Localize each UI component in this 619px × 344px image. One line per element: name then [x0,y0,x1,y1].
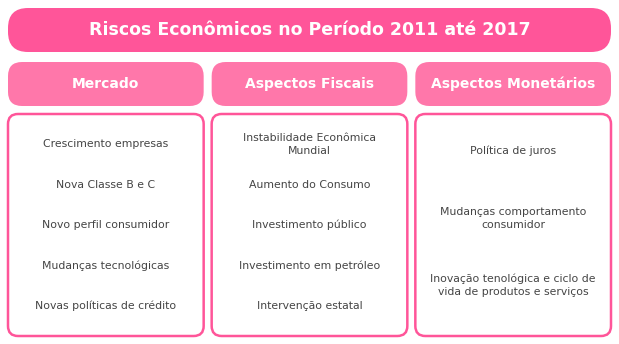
FancyBboxPatch shape [8,62,204,106]
Text: Mudanças tecnológicas: Mudanças tecnológicas [42,260,170,271]
Text: Aumento do Consumo: Aumento do Consumo [249,180,370,190]
FancyBboxPatch shape [212,114,407,336]
Text: Crescimento empresas: Crescimento empresas [43,139,168,149]
Text: Novo perfil consumidor: Novo perfil consumidor [42,220,170,230]
Text: Investimento público: Investimento público [253,220,366,230]
Text: Aspectos Fiscais: Aspectos Fiscais [245,77,374,91]
Text: Política de juros: Política de juros [470,146,556,156]
Text: Aspectos Monetários: Aspectos Monetários [431,77,595,91]
FancyBboxPatch shape [8,114,204,336]
Text: Mercado: Mercado [72,77,139,91]
FancyBboxPatch shape [8,8,611,52]
FancyBboxPatch shape [415,62,611,106]
Text: Mudanças comportamento
consumidor: Mudanças comportamento consumidor [440,207,586,230]
Text: Instabilidade Econômica
Mundial: Instabilidade Econômica Mundial [243,133,376,156]
FancyBboxPatch shape [415,114,611,336]
Text: Investimento em petróleo: Investimento em petróleo [239,260,380,271]
Text: Novas políticas de crédito: Novas políticas de crédito [35,300,176,311]
Text: Riscos Econômicos no Período 2011 até 2017: Riscos Econômicos no Período 2011 até 20… [89,21,530,39]
Text: Intervenção estatal: Intervenção estatal [257,301,362,311]
Text: Inovação tenológica e ciclo de
vida de produtos e serviços: Inovação tenológica e ciclo de vida de p… [430,274,596,298]
FancyBboxPatch shape [212,62,407,106]
Text: Nova Classe B e C: Nova Classe B e C [56,180,155,190]
